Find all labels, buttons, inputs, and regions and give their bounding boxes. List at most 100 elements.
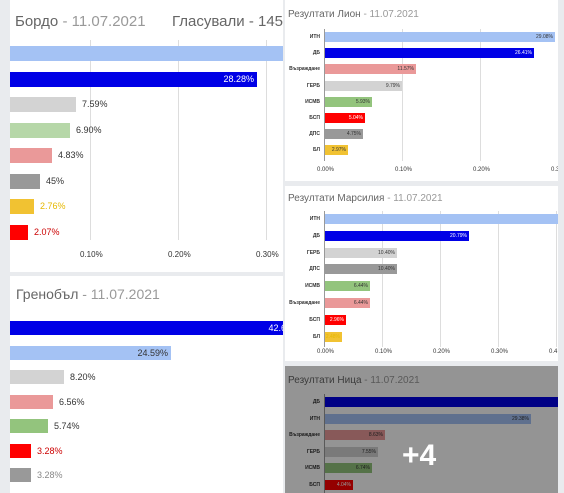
bordeaux-post-image[interactable]: Бордо - 11.07.2021 Гласували - 145 28.28… <box>10 0 283 272</box>
bordeaux-bar-value: 45% <box>46 175 65 186</box>
marseille-gridline <box>382 211 383 348</box>
lyon-title: Резултати Лион - 11.07.2021 <box>288 9 419 20</box>
bordeaux-bar-value: 7.59% <box>82 99 108 109</box>
bordeaux-tick: 0.30% <box>256 250 279 259</box>
marseille-post-image[interactable]: Резултати Марсилия - 11.07.2021 0.00% 0.1… <box>285 186 558 361</box>
bordeaux-bar-value: 28.28% <box>223 73 254 84</box>
marseille-tick: 0.00% <box>317 349 335 355</box>
marseille-category-label: ДБ <box>312 232 320 239</box>
lyon-bar-value: 5.93% <box>355 98 370 105</box>
grenoble-post-image[interactable]: Гренобъл - 11.07.2021 42.6 24.59% 8.20% 6.5… <box>10 276 283 493</box>
lyon-category-label: ГЕРБ <box>306 82 320 89</box>
lyon-title-city: Резултати Лион <box>288 9 361 20</box>
lyon-category-label: ДПС <box>309 131 320 138</box>
marseille-gridline <box>498 211 499 348</box>
bordeaux-gridline <box>178 40 179 240</box>
lyon-tick: 0.20% <box>473 167 491 173</box>
bordeaux-bar <box>10 173 40 189</box>
nice-bar-value: 8.63% <box>368 432 383 438</box>
marseille-tick: 0.30% <box>491 349 509 355</box>
lyon-category-label: ДБ <box>312 50 320 57</box>
lyon-bar-value: 11.57% <box>397 66 414 73</box>
lyon-bar-value: 4.75% <box>346 131 361 138</box>
grenoble-title: Гренобъл - 11.07.2021 <box>16 286 160 302</box>
nice-bar <box>325 446 378 457</box>
marseille-bar <box>325 230 469 241</box>
grenoble-bar-value: 5.74% <box>54 421 80 431</box>
marseille-bar-value: 37.13% <box>557 214 558 224</box>
lyon-category-label: ИСМВ <box>305 98 320 105</box>
lyon-chart: 0.00% 0.10% 0.20% 0.3 ИТН 29.08% ДБ 26.41% Възра… <box>285 0 558 181</box>
nice-title-city: Резултати Ница <box>288 375 362 386</box>
marseille-title-date: - 11.07.2021 <box>387 193 443 204</box>
marseille-bar <box>325 247 397 258</box>
lyon-bar <box>325 80 402 91</box>
bordeaux-votes: Гласували - 145 <box>172 13 283 30</box>
bordeaux-bar <box>10 46 283 61</box>
nice-category-label: ГЕРБ <box>306 448 320 455</box>
marseille-bar <box>325 298 370 308</box>
marseille-axis <box>324 211 325 348</box>
grenoble-bar-value: 42.6 <box>268 323 283 333</box>
marseille-tick: 0.4 <box>549 349 558 355</box>
marseille-tick: 0.20% <box>433 349 451 355</box>
nice-category-label: БСП <box>309 481 320 488</box>
lyon-category-label: БЛ <box>313 147 320 154</box>
bordeaux-bar <box>10 199 34 214</box>
lyon-gridline <box>402 29 403 161</box>
lyon-category-label: БСП <box>309 115 320 121</box>
marseille-category-label: БСП <box>309 316 320 323</box>
lyon-tick: 0.00% <box>317 167 335 173</box>
nice-bar-value: 6.74% <box>355 465 370 471</box>
lyon-category-label: Възраждане <box>289 66 320 73</box>
nice-bar-value: 29.38% <box>512 415 529 422</box>
bordeaux-bar <box>10 122 70 138</box>
bordeaux-bar <box>10 148 52 163</box>
grenoble-bar <box>10 468 31 482</box>
grenoble-title-date: - 11.07.2021 <box>82 286 160 302</box>
grenoble-bar-value: 6.56% <box>59 396 85 407</box>
bordeaux-bar-value: 4.83% <box>58 150 84 160</box>
more-photos-overlay[interactable] <box>285 366 558 493</box>
lyon-bar-value: 26.41% <box>515 50 532 57</box>
bordeaux-bar-value: 2.76% <box>40 201 66 211</box>
nice-bar <box>325 479 353 490</box>
grenoble-bar <box>10 345 171 360</box>
nice-bar-value: 4.04% <box>336 481 351 488</box>
grenoble-bar-value: 3.28% <box>37 445 63 456</box>
nice-title-date: - 11.07.2021 <box>364 375 420 386</box>
marseille-category-label: Възраждане <box>289 300 320 306</box>
nice-bar-value: 7.55% <box>361 448 376 455</box>
bordeaux-bar <box>10 97 76 112</box>
nice-bar <box>325 430 385 440</box>
bordeaux-chart: 28.28% 7.59% 6.90% 4.83% 45% 2.76% 2.07% 0.10%… <box>10 0 283 272</box>
marseille-gridline <box>556 211 557 348</box>
bordeaux-bar-value: 2.07% <box>34 226 60 237</box>
nice-title: Резултати Ница - 11.07.2021 <box>288 375 420 386</box>
marseille-bar-value: 6.44% <box>353 300 368 306</box>
grenoble-bar <box>10 419 48 433</box>
nice-category-label: ИСМВ <box>305 465 320 471</box>
marseille-tick: 0.10% <box>375 349 393 355</box>
bordeaux-bar <box>10 224 28 240</box>
lyon-bar <box>325 96 372 107</box>
nice-category-label: Възраждане <box>289 432 320 438</box>
marseille-gridline <box>440 211 441 348</box>
nice-category-label: ИТН <box>309 415 320 422</box>
grenoble-bar <box>10 321 283 335</box>
nice-bar <box>325 463 372 473</box>
marseille-bar <box>325 331 342 342</box>
more-photos-count[interactable]: +4 <box>402 439 437 472</box>
marseille-category-label: БЛ <box>313 333 320 340</box>
bordeaux-title-date: - 11.07.2021 <box>62 13 146 30</box>
lyon-post-image[interactable]: Резултати Лион - 11.07.2021 0.00% 0.10% 0.… <box>285 0 558 181</box>
lyon-category-label: ИТН <box>309 34 320 40</box>
lyon-bar <box>325 145 348 156</box>
grenoble-title-city: Гренобъл <box>16 286 79 302</box>
lyon-bar-value: 2.97% <box>331 147 346 154</box>
marseille-title: Резултати Марсилия - 11.07.2021 <box>288 193 443 204</box>
marseille-bar <box>325 281 370 292</box>
nice-post-image[interactable]: Резултати Ница - 11.07.2021 ДБ36.39%ИТН2… <box>285 366 558 493</box>
grenoble-bar <box>10 394 53 409</box>
grenoble-bar <box>10 370 64 384</box>
